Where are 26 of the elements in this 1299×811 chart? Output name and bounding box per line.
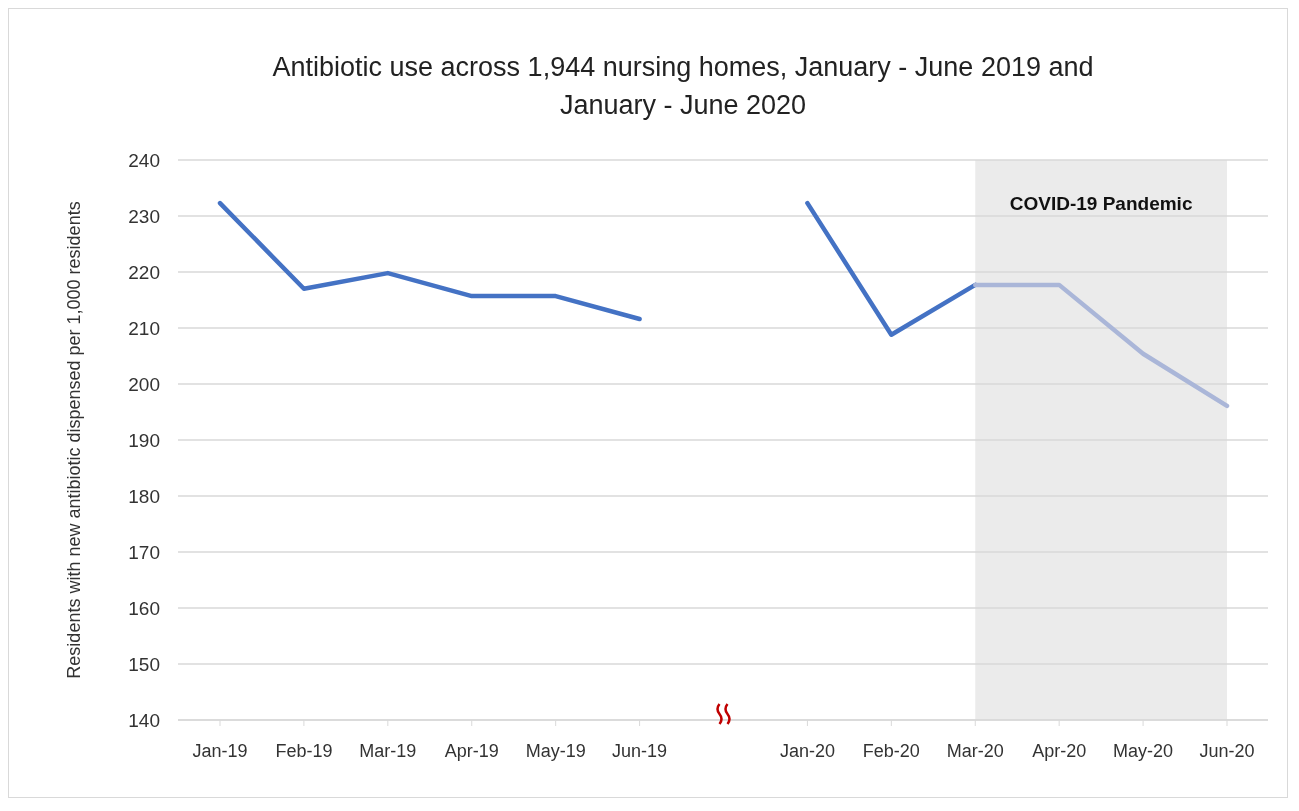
band-label: COVID-19 Pandemic <box>1009 193 1193 214</box>
y-tick-label: 170 <box>128 541 160 563</box>
y-tick-label: 220 <box>128 261 160 283</box>
x-tick-label: May-20 <box>1113 741 1174 761</box>
chart-title: Antibiotic use across 1,944 nursing homes, January - June 2019 and January - June 2020 <box>272 52 1094 120</box>
x-tick-label: Mar-20 <box>946 741 1004 761</box>
x-tick-label: Jun-20 <box>1199 741 1255 761</box>
y-tick-label: 240 <box>128 149 160 171</box>
x-tick-label: Jan-19 <box>192 741 248 761</box>
x-tick-label: Apr-20 <box>1032 741 1087 761</box>
x-tick-label: Mar-19 <box>359 741 417 761</box>
x-tick-label: Jun-19 <box>612 741 668 761</box>
y-tick-label: 200 <box>128 373 160 395</box>
y-axis-title: Residents with new antibiotic dispensed per 1,000 residents <box>64 201 84 679</box>
y-tick-label: 140 <box>128 709 160 731</box>
y-tick-label: 230 <box>128 205 160 227</box>
y-tick-label: 160 <box>128 597 160 619</box>
y-tick-label: 150 <box>128 653 160 675</box>
x-tick-label: Feb-19 <box>275 741 333 761</box>
x-tick-label: May-19 <box>525 741 586 761</box>
y-tick-label: 190 <box>128 429 160 451</box>
y-tick-label: 180 <box>128 485 160 507</box>
x-tick-label: Feb-20 <box>862 741 920 761</box>
x-tick-label: Apr-19 <box>444 741 499 761</box>
x-tick-label: Jan-20 <box>779 741 835 761</box>
y-tick-label: 210 <box>128 317 160 339</box>
